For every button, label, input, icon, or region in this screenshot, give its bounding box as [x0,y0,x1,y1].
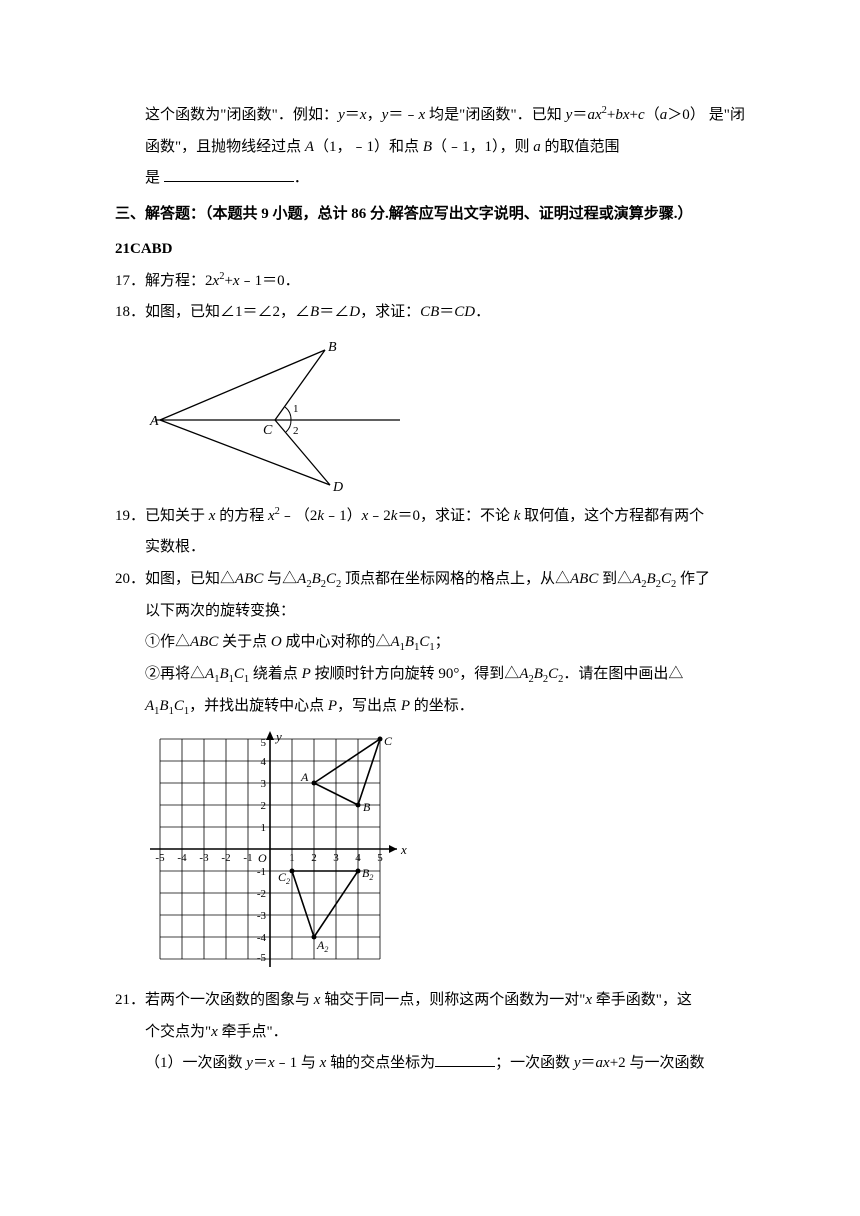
point-a: （1，﹣1）和点 [314,139,419,155]
svg-text:4: 4 [261,756,267,768]
preamble-text-1: 这个函数为"闭函数"．例如： [145,107,338,123]
svg-text:B: B [328,340,337,355]
svg-text:B: B [363,800,371,814]
svg-text:2: 2 [311,852,317,864]
svg-text:-3: -3 [199,852,209,864]
svg-text:-1: -1 [243,852,252,864]
preamble-line3: 是 [145,170,160,186]
svg-text:-1: -1 [257,866,266,878]
svg-text:5: 5 [377,852,383,864]
preamble-text-1b: 均是"闭函数"．已知 [429,107,562,123]
svg-text:-2: -2 [257,888,266,900]
svg-text:O: O [258,851,267,865]
q21-num: 21． [115,992,145,1008]
svg-text:3: 3 [333,852,339,864]
q18-num: 18． [115,304,145,320]
svg-text:-5: -5 [155,852,165,864]
svg-text:A: A [149,414,159,429]
svg-text:B2: B2 [362,866,373,882]
q18-text: 如图，已知∠1＝∠2，∠ [145,304,310,320]
svg-text:A2: A2 [316,938,328,954]
svg-text:C: C [384,734,393,748]
preamble-block: 这个函数为"闭函数"．例如：y＝x，y＝﹣x 均是"闭函数"．已知 y＝ax2+… [115,100,745,195]
question-18: 18．如图，已知∠1＝∠2，∠B＝∠D，求证：CB＝CD． [115,297,745,329]
q19-line2: 实数根． [115,532,745,564]
section-3-heading: 三、解答题：（本题共 9 小题，总计 86 分.解答应写出文字说明、证明过程或演… [115,199,745,231]
svg-text:4: 4 [355,852,361,864]
svg-text:1: 1 [293,403,299,415]
svg-text:D: D [332,480,343,495]
svg-text:3: 3 [261,778,267,790]
q20-step1: ①作△ABC 关于点 O 成中心对称的△A1B1C1； [115,627,745,659]
svg-text:2: 2 [293,425,299,437]
point-b: （﹣1，1），则 [432,139,530,155]
svg-text:-4: -4 [257,932,267,944]
svg-text:C2: C2 [278,870,290,886]
q17-text-a: 解方程： [145,273,205,289]
svg-text:-2: -2 [221,852,230,864]
q17-text-b: ＝0． [262,273,300,289]
svg-text:1: 1 [261,822,267,834]
svg-text:-5: -5 [257,952,267,964]
q20-line2: 以下两次的旋转变换： [115,596,745,628]
svg-text:C: C [263,423,273,438]
q19-num: 19． [115,508,145,524]
svg-text:-3: -3 [257,910,267,922]
question-17: 17．解方程：2x2+x﹣1＝0． [115,266,745,298]
figure-20-grid: -5 -4 -3 -2 -1 1 2 3 4 5 1 2 3 4 5 -1 -2 -3 -4 -… [145,729,745,979]
q20-step3: A1B1C1，并找出旋转中心点 P，写出点 P 的坐标． [115,691,745,723]
svg-text:5: 5 [261,737,267,749]
svg-text:A: A [300,770,309,784]
q17-num: 17． [115,273,145,289]
figure-18: A B C D 1 2 [145,335,745,495]
svg-text:y: y [274,729,282,744]
question-21: 21．若两个一次函数的图象与 x 轴交于同一点，则称这两个函数为一对"x 牵手函… [115,985,745,1017]
answer-blank[interactable] [164,167,294,182]
preamble-tail: 的取值范围 [545,139,620,155]
q21-line2: 个交点为"x 牵手点"． [115,1017,745,1049]
q20-num: 20． [115,571,145,587]
question-19: 19．已知关于 x 的方程 x2﹣（2k﹣1）x﹣2k＝0，求证：不论 k 取何… [115,501,745,533]
q20-step2: ②再将△A1B1C1 绕着点 P 按顺时针方向旋转 90°，得到△A2B2C2．… [115,659,745,691]
svg-text:-4: -4 [177,852,187,864]
answer-blank-21[interactable] [435,1052,495,1067]
question-20: 20．如图，已知△ABC 与△A2B2C2 顶点都在坐标网格的格点上，从△ABC… [115,564,745,596]
svg-text:x: x [400,842,407,857]
svg-text:2: 2 [261,800,267,812]
section-3-code: 21CABD [115,234,745,266]
q21-sub1: （1）一次函数 y＝x﹣1 与 x 轴的交点坐标为；一次函数 y＝ax+2 与一… [115,1048,745,1080]
svg-text:1: 1 [289,852,295,864]
